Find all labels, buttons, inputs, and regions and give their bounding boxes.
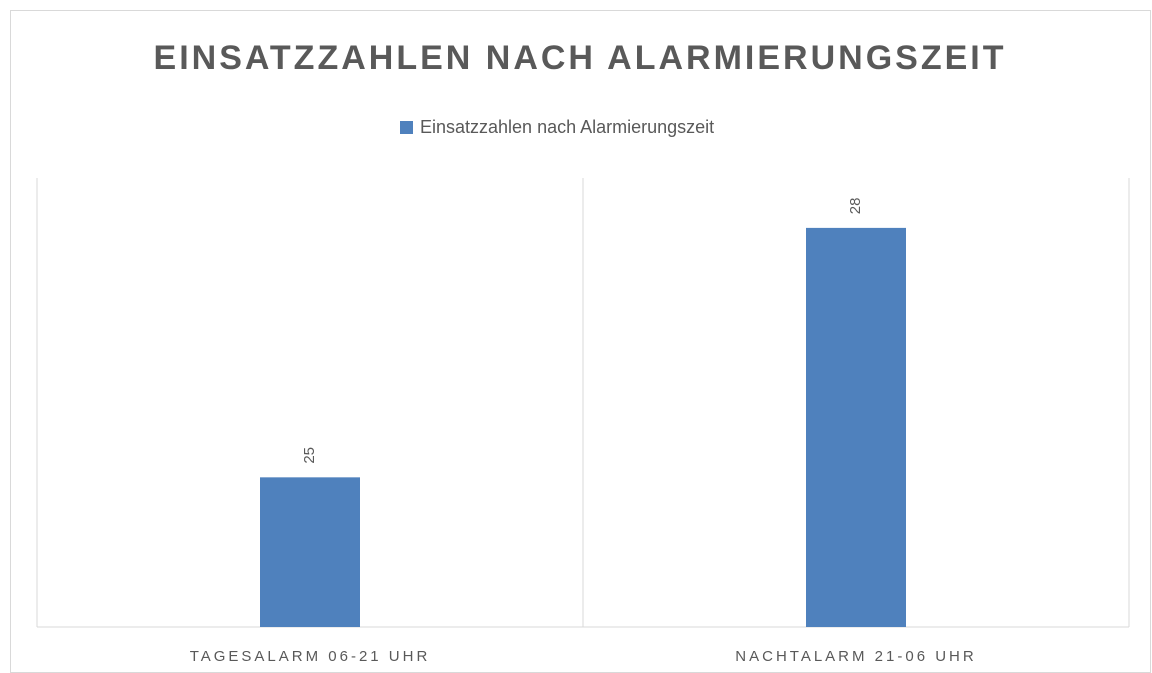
x-tick-label: NACHTALARM 21-06 UHR xyxy=(735,648,976,665)
bar xyxy=(260,477,360,627)
data-label: 28 xyxy=(847,198,864,215)
chart-border xyxy=(10,10,1151,673)
x-tick-label: TAGESALARM 06-21 UHR xyxy=(190,648,431,665)
data-label: 25 xyxy=(301,447,318,464)
chart-title: EINSATZZAHLEN NACH ALARMIERUNGSZEIT xyxy=(154,39,1007,77)
legend-label: Einsatzzahlen nach Alarmierungszeit xyxy=(420,117,714,137)
bar xyxy=(806,227,906,627)
legend-swatch xyxy=(400,121,413,134)
